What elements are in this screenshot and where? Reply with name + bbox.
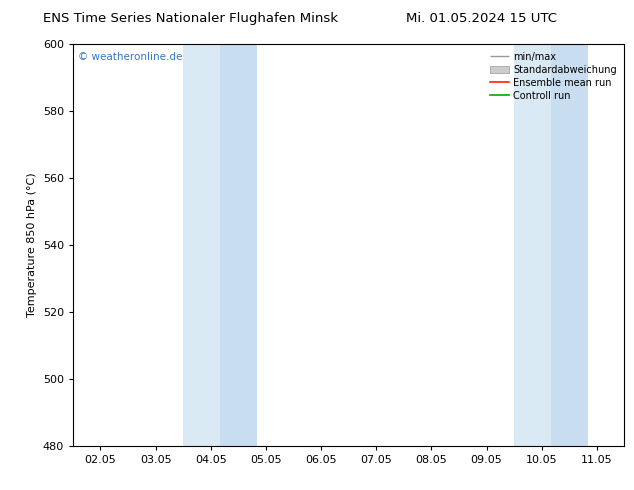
Y-axis label: Temperature 850 hPa (°C): Temperature 850 hPa (°C)	[27, 172, 37, 318]
Bar	[183, 44, 257, 446]
Text: © weatheronline.de: © weatheronline.de	[79, 52, 183, 62]
Bar	[514, 44, 588, 446]
Text: ENS Time Series Nationaler Flughafen Minsk: ENS Time Series Nationaler Flughafen Min…	[42, 12, 338, 25]
Bar	[220, 44, 257, 446]
Bar	[551, 44, 588, 446]
Text: Mi. 01.05.2024 15 UTC: Mi. 01.05.2024 15 UTC	[406, 12, 557, 25]
Legend: min/max, Standardabweichung, Ensemble mean run, Controll run: min/max, Standardabweichung, Ensemble me…	[487, 49, 619, 103]
